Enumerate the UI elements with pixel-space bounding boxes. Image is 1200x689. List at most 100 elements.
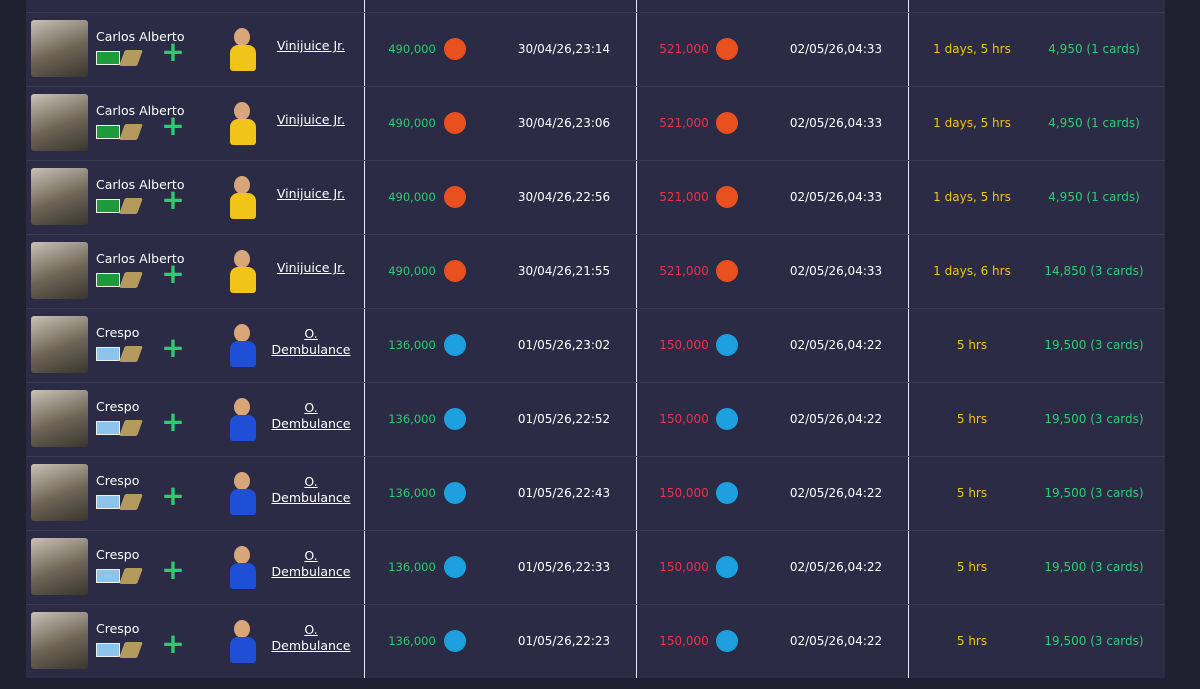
row [26,234,1165,308]
profit: 4,950 (1 cards) [1048,42,1140,56]
user-name[interactable]: Vinijuice Jr. [276,186,346,201]
player-image [31,390,88,447]
sell-price: 521,000 [659,264,709,278]
user-name[interactable]: O. Dembulance [271,474,351,505]
buy-time: 01/05/26,22:43 [517,486,611,500]
avatar-body [230,193,256,219]
platform-icon [716,260,738,282]
add-button[interactable]: + [161,479,185,512]
avatar-body [230,341,256,367]
add-button[interactable]: + [161,183,185,216]
platform-icon [444,408,466,430]
flag [96,199,120,213]
add-button[interactable]: + [161,405,185,438]
flag [96,421,120,435]
avatar-head [234,546,250,564]
profit: 4,950 (1 cards) [1048,116,1140,130]
buy-time: 01/05/26,22:23 [517,634,611,648]
platform-icon [444,38,466,60]
duration: 5 hrs [956,412,988,426]
buy-price: 136,000 [388,634,436,648]
sell-time: 02/05/26,04:33 [789,190,883,204]
player-name: Crespo [96,399,140,414]
platform-icon [716,334,738,356]
sell-price: 521,000 [659,42,709,56]
buy-price: 490,000 [388,264,436,278]
sell-time: 02/05/26,04:22 [789,338,883,352]
avatar-head [234,250,250,268]
add-button[interactable]: + [161,109,185,142]
sell-price: 150,000 [659,412,709,426]
avatar-body [230,637,256,663]
platform-icon [444,630,466,652]
duration: 1 days, 5 hrs [933,42,1011,56]
add-button[interactable]: + [161,35,185,68]
user-name[interactable]: O. Dembulance [271,326,351,357]
add-button[interactable]: + [161,257,185,290]
column-divider [364,0,365,678]
sell-time: 02/05/26,04:33 [789,264,883,278]
platform-icon [716,186,738,208]
user-name[interactable]: Vinijuice Jr. [276,260,346,275]
trade-table [26,0,1165,678]
row [26,530,1165,604]
profit: 19,500 (3 cards) [1044,338,1144,352]
platform-icon [716,482,738,504]
buy-time: 01/05/26,22:33 [517,560,611,574]
user-name[interactable]: O. Dembulance [271,622,351,653]
avatar-body [230,563,256,589]
duration: 5 hrs [956,634,988,648]
buy-price: 136,000 [388,338,436,352]
add-button[interactable]: + [161,627,185,660]
avatar-head [234,176,250,194]
row [26,456,1165,530]
add-button[interactable]: + [161,553,185,586]
buy-time: 30/04/26,23:14 [517,42,611,56]
buy-price: 490,000 [388,116,436,130]
platform-icon [716,556,738,578]
avatar-body [230,415,256,441]
player-image [31,612,88,669]
avatar-body [230,119,256,145]
flag [96,495,120,509]
player-image [31,316,88,373]
profit: 19,500 (3 cards) [1044,634,1144,648]
player-image [31,168,88,225]
duration: 5 hrs [956,338,988,352]
avatar-head [234,398,250,416]
user-name[interactable]: Vinijuice Jr. [276,38,346,53]
profit: 19,500 (3 cards) [1044,486,1144,500]
user-name[interactable]: O. Dembulance [271,548,351,579]
row [26,86,1165,160]
sell-time: 02/05/26,04:33 [789,116,883,130]
row [26,382,1165,456]
buy-time: 01/05/26,22:52 [517,412,611,426]
row [26,604,1165,678]
player-image [31,538,88,595]
sell-time: 02/05/26,04:22 [789,560,883,574]
player-name: Carlos Alberto [96,177,185,192]
avatar-head [234,472,250,490]
flag [96,51,120,65]
profit: 19,500 (3 cards) [1044,412,1144,426]
buy-price: 136,000 [388,486,436,500]
flag [96,569,120,583]
platform-icon [716,112,738,134]
add-button[interactable]: + [161,331,185,364]
user-name[interactable]: O. Dembulance [271,400,351,431]
flag [96,125,120,139]
user-name[interactable]: Vinijuice Jr. [276,112,346,127]
buy-price: 490,000 [388,190,436,204]
avatar-body [230,489,256,515]
buy-time: 30/04/26,23:06 [517,116,611,130]
platform-icon [444,556,466,578]
sell-time: 02/05/26,04:22 [789,486,883,500]
player-name: Crespo [96,325,140,340]
column-divider [636,0,637,678]
avatar-head [234,620,250,638]
sell-time: 02/05/26,04:33 [789,42,883,56]
player-image [31,94,88,151]
buy-price: 136,000 [388,412,436,426]
platform-icon [444,482,466,504]
platform-icon [444,260,466,282]
